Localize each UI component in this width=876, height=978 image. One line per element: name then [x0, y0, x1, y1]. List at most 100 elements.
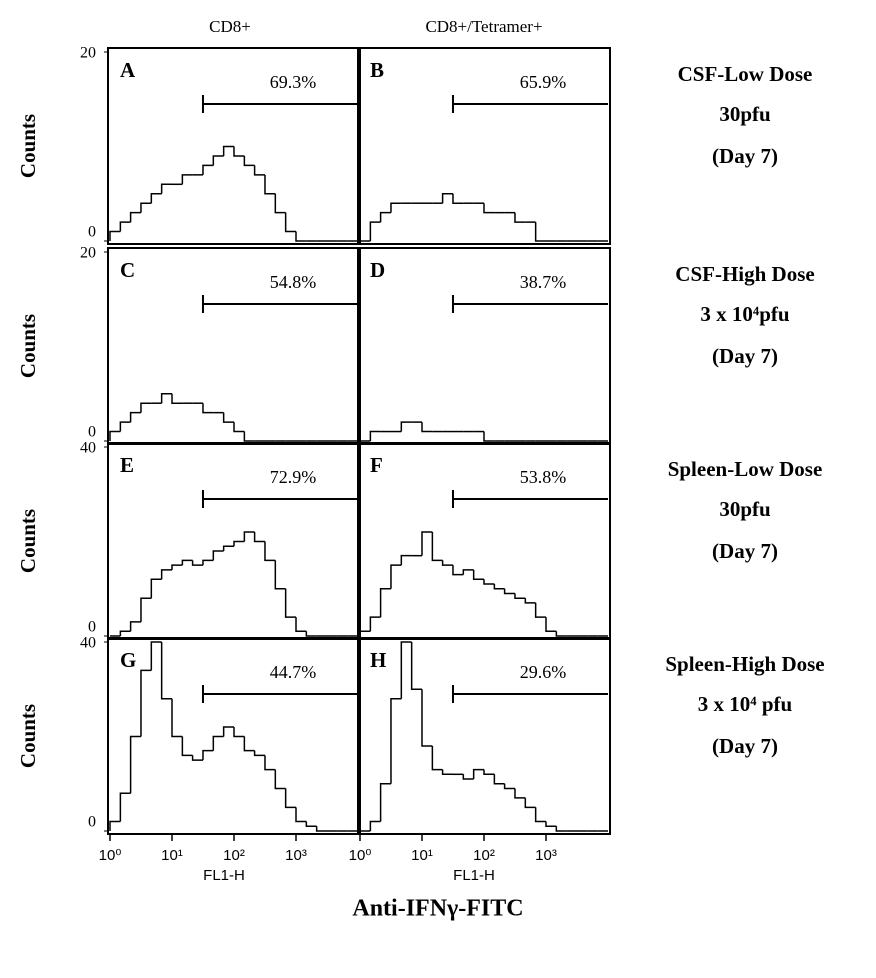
x-axis-title: Anti-IFNγ-FITC: [352, 896, 523, 922]
row-label: (Day 7): [712, 344, 778, 368]
histogram-step: [243, 531, 255, 542]
panel-frame: [357, 247, 611, 445]
histogram-step: [483, 769, 495, 776]
row-label: (Day 7): [712, 144, 778, 168]
y-tick-label: 40: [80, 635, 96, 652]
x-tick-label: 10¹: [161, 847, 183, 864]
histogram-step: [160, 393, 172, 404]
histogram-step: [284, 212, 296, 233]
histogram-step: [315, 826, 327, 832]
panel-letter: F: [370, 453, 383, 477]
histogram-step: [274, 193, 286, 214]
row-label: Spleen-High Dose: [665, 652, 824, 676]
histogram-step: [514, 593, 526, 599]
histogram-step: [400, 641, 412, 699]
histogram-step: [274, 560, 286, 590]
y-tick-label: 0: [88, 424, 96, 441]
histogram-step: [305, 821, 317, 828]
histogram-step: [545, 821, 557, 828]
histogram-step: [462, 774, 474, 780]
histogram-step: [160, 569, 172, 580]
histogram-step: [441, 560, 453, 566]
histogram-step: [295, 231, 307, 242]
row-label: (Day 7): [712, 734, 778, 758]
histogram-step: [555, 631, 567, 637]
x-tick-label: 10³: [285, 847, 307, 864]
histogram-step: [109, 820, 121, 831]
panel-frame: [107, 47, 361, 245]
histogram-step: [150, 578, 162, 599]
histogram-step: [483, 579, 495, 585]
histogram-step: [160, 183, 172, 194]
histogram-step: [119, 221, 131, 232]
x-tick-label: 10²: [223, 847, 245, 864]
row-label: (Day 7): [712, 539, 778, 563]
column-header: CD8+: [209, 17, 251, 36]
y-tick-label: 40: [80, 440, 96, 457]
row-label: 30pfu: [719, 497, 771, 521]
histogram-step: [493, 584, 505, 590]
histogram-step: [462, 569, 474, 575]
histogram-step: [369, 221, 381, 241]
histogram-step: [202, 749, 214, 761]
histogram-step: [129, 211, 141, 223]
histogram-step: [305, 631, 317, 637]
histogram-step: [452, 193, 464, 204]
histogram-step: [431, 532, 443, 562]
histogram-step: [129, 735, 141, 794]
histogram-step: [222, 412, 234, 423]
histogram-step: [534, 222, 546, 242]
histogram-step: [243, 431, 255, 442]
histogram-step: [379, 211, 391, 223]
histogram-step: [514, 788, 526, 799]
x-axis-label: FL1-H: [453, 867, 495, 884]
histogram-step: [119, 421, 131, 432]
x-tick-label: 10⁰: [349, 847, 372, 864]
row-label: 30pfu: [719, 102, 771, 126]
histogram-step: [222, 726, 234, 737]
histogram-step: [150, 641, 162, 671]
histogram-step: [390, 202, 402, 213]
panel-frame: [107, 247, 361, 445]
histogram-step: [441, 193, 453, 204]
panel-letter: C: [120, 258, 135, 282]
gate-percent: 69.3%: [270, 72, 317, 92]
histogram-step: [452, 565, 464, 576]
histogram-step: [264, 174, 276, 195]
histogram-step: [503, 588, 515, 595]
y-axis-title: Counts: [16, 704, 40, 768]
histogram-step: [233, 727, 245, 738]
gate-percent: 53.8%: [520, 467, 567, 487]
histogram-step: [284, 588, 296, 618]
histogram-step: [421, 689, 433, 747]
histogram-step: [524, 598, 536, 604]
row-label: 3 x 10⁴ pfu: [698, 692, 793, 716]
histogram-step: [129, 621, 141, 632]
histogram-step: [109, 430, 121, 441]
gate-percent: 29.6%: [520, 662, 567, 682]
histogram-step: [171, 393, 183, 404]
histogram-step: [181, 174, 193, 185]
histogram-step: [233, 146, 245, 157]
histogram-step: [483, 203, 495, 214]
histogram-step: [359, 630, 371, 636]
panel-letter: H: [370, 648, 386, 672]
histogram-step: [212, 550, 224, 561]
histogram-step: [410, 642, 422, 690]
panel-letter: G: [120, 648, 136, 672]
histogram-step: [524, 797, 536, 809]
histogram-step: [555, 826, 567, 832]
histogram-step: [171, 564, 183, 570]
y-tick-label: 20: [80, 45, 96, 62]
histogram-step: [253, 165, 265, 176]
histogram-step: [212, 155, 224, 166]
histogram-step: [514, 212, 526, 223]
histogram-step: [369, 430, 381, 441]
histogram-step: [233, 422, 245, 433]
histogram-step: [284, 788, 296, 809]
histogram-step: [181, 736, 193, 757]
row-label: CSF-High Dose: [675, 262, 814, 286]
histogram-step: [441, 769, 453, 776]
histogram-step: [472, 569, 484, 581]
